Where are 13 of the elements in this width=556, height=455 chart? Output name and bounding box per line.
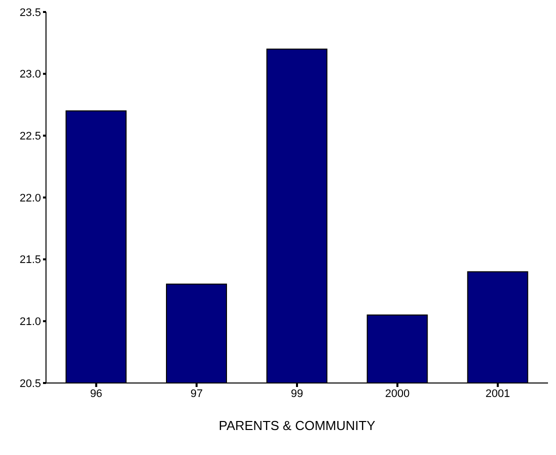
- y-tick-label: 23.5: [20, 6, 41, 19]
- x-tick-label: 99: [290, 388, 304, 400]
- y-tick-label: 23.0: [20, 68, 41, 81]
- y-tick-label: 22.0: [20, 192, 41, 204]
- x-tick-label: 2001: [486, 388, 510, 400]
- y-tick-label: 21.0: [20, 316, 41, 328]
- x-axis-title: PARENTS & COMMUNITY: [218, 418, 376, 433]
- x-tick-label: 96: [90, 388, 102, 400]
- y-tick-label: 21.5: [20, 254, 41, 266]
- x-tick-label: 2000: [385, 388, 410, 400]
- y-tick-label: 22.5: [20, 130, 41, 143]
- x-tick-label: 97: [190, 388, 203, 400]
- y-tick-label: 20.5: [20, 378, 41, 390]
